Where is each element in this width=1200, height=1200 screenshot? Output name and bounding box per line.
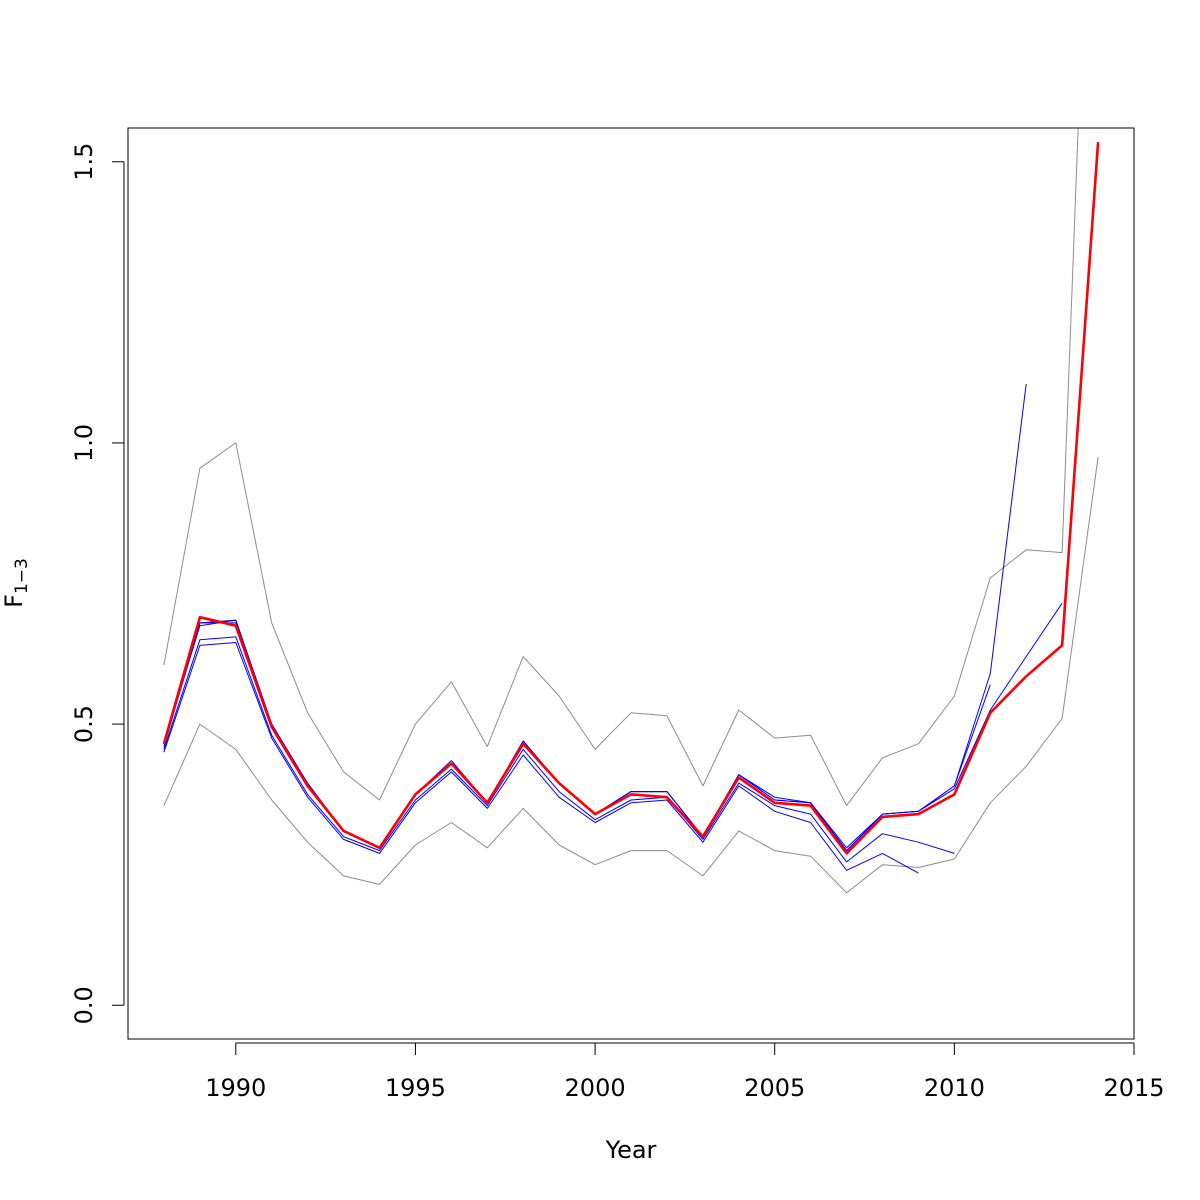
x-tick-label: 1995 [385, 1074, 446, 1102]
y-tick-label: 0.5 [70, 705, 98, 743]
y-axis-title-main: F [0, 594, 28, 608]
series-line-estimate-0 [162, 142, 1100, 855]
x-tick-label: 1990 [205, 1074, 266, 1102]
y-axis-title: F1−3 [0, 558, 32, 608]
y-axis-title-subscript: 1−3 [12, 558, 32, 594]
series-line-retro-5 [163, 622, 991, 852]
y-tick-label: 1.5 [70, 143, 98, 181]
series-line-retro-3 [163, 642, 919, 874]
series-line-upper-1 [163, 128, 1079, 807]
series-line-retro-4 [163, 636, 955, 863]
x-tick-label: 2005 [744, 1074, 805, 1102]
x-tick-label: 2010 [924, 1074, 985, 1102]
y-tick-label: 0.0 [70, 986, 98, 1024]
x-tick-label: 2000 [565, 1074, 626, 1102]
series-line-lower-2 [163, 456, 1099, 894]
x-axis-title: Year [605, 1136, 657, 1164]
series-line-retro-7 [163, 602, 1063, 852]
series-line-retro-6 [163, 383, 1027, 849]
x-tick-label: 2015 [1103, 1074, 1164, 1102]
x-axis: 1990 1995 2000 2005 2010 2015 [205, 1042, 1165, 1102]
plot-frame [127, 127, 1135, 1040]
y-axis: 0.0 0.5 1.0 1.5 [70, 143, 125, 1024]
y-tick-label: 1.0 [70, 424, 98, 462]
series-layer [162, 128, 1100, 894]
